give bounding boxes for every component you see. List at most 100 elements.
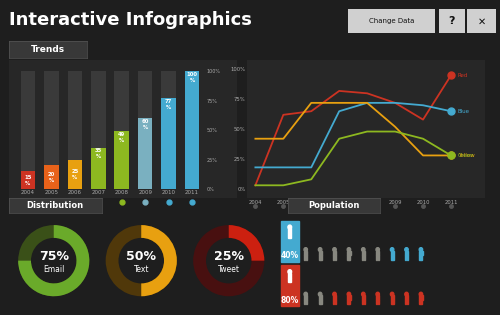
Bar [20, 71, 35, 189]
Bar [138, 71, 152, 189]
Circle shape [347, 248, 350, 251]
Circle shape [347, 292, 350, 296]
Bar [390, 300, 392, 304]
Circle shape [362, 248, 365, 251]
Bar [306, 300, 307, 304]
Text: Email: Email [43, 265, 64, 274]
Circle shape [390, 292, 394, 296]
Bar [349, 255, 350, 260]
Text: 20
%: 20 % [48, 172, 55, 183]
Text: ✕: ✕ [478, 16, 486, 26]
Text: Tweet: Tweet [218, 265, 240, 274]
Bar [421, 255, 422, 260]
Bar [68, 160, 82, 189]
Bar [288, 278, 290, 282]
Bar [362, 295, 365, 300]
Bar [376, 300, 378, 304]
Bar [405, 295, 408, 300]
Bar [405, 250, 408, 255]
Bar [290, 278, 292, 282]
Bar [362, 250, 365, 255]
Bar [304, 255, 306, 260]
Bar [281, 220, 298, 262]
Text: 25%: 25% [214, 250, 244, 263]
Bar [348, 250, 350, 255]
Bar [390, 250, 394, 255]
Bar [378, 255, 379, 260]
Wedge shape [18, 225, 90, 296]
Bar [392, 255, 394, 260]
Circle shape [333, 292, 336, 296]
Bar [304, 300, 306, 304]
Bar [162, 98, 176, 189]
Circle shape [304, 292, 308, 296]
Text: 50%: 50% [126, 250, 156, 263]
Text: Trends: Trends [30, 45, 65, 54]
Wedge shape [229, 225, 264, 261]
Text: Change Data: Change Data [368, 18, 414, 24]
Bar [288, 273, 292, 278]
Bar [288, 233, 290, 238]
Bar [333, 295, 336, 300]
Text: 60
%: 60 % [142, 119, 149, 130]
Circle shape [376, 248, 380, 251]
Text: Green: Green [458, 153, 474, 158]
Bar [304, 250, 308, 255]
Text: Population: Population [308, 201, 360, 209]
Bar [334, 300, 336, 304]
Bar [333, 255, 334, 260]
Bar [333, 250, 336, 255]
Circle shape [419, 248, 422, 251]
Text: Distribution: Distribution [26, 201, 84, 209]
Bar [44, 71, 59, 189]
Text: 15
%: 15 % [24, 175, 32, 186]
Circle shape [390, 248, 394, 251]
Bar [406, 300, 408, 304]
Bar [114, 71, 129, 189]
Bar [138, 118, 152, 189]
Bar [420, 295, 422, 300]
Bar [320, 300, 322, 304]
Bar [390, 255, 392, 260]
Circle shape [304, 248, 308, 251]
Text: 49
%: 49 % [118, 132, 126, 143]
Circle shape [288, 270, 292, 274]
Circle shape [288, 225, 292, 229]
Bar [320, 255, 322, 260]
Bar [420, 250, 422, 255]
Bar [364, 300, 365, 304]
Bar [288, 228, 292, 233]
Bar [306, 255, 307, 260]
Text: Yellow: Yellow [458, 153, 474, 158]
Circle shape [318, 248, 322, 251]
Bar [362, 255, 363, 260]
Bar [185, 71, 200, 189]
Text: ?: ? [448, 16, 455, 26]
Bar [162, 71, 176, 189]
Bar [390, 295, 394, 300]
Text: Interactive Infographics: Interactive Infographics [9, 11, 252, 29]
Bar [20, 171, 35, 189]
Circle shape [362, 292, 365, 296]
Bar [334, 255, 336, 260]
Bar [68, 71, 82, 189]
Text: 75%: 75% [39, 250, 69, 263]
Bar [349, 300, 350, 304]
Wedge shape [193, 225, 264, 296]
Wedge shape [106, 225, 177, 296]
Bar [44, 165, 59, 189]
Bar [378, 300, 379, 304]
Circle shape [405, 292, 408, 296]
Bar [376, 255, 378, 260]
Bar [185, 71, 200, 189]
Circle shape [405, 248, 408, 251]
Text: Red: Red [458, 73, 468, 78]
Bar [376, 250, 380, 255]
Bar [290, 233, 292, 238]
Bar [318, 250, 322, 255]
Bar [281, 265, 298, 306]
Bar [318, 295, 322, 300]
Bar [364, 255, 365, 260]
Bar [304, 295, 308, 300]
Bar [405, 255, 406, 260]
